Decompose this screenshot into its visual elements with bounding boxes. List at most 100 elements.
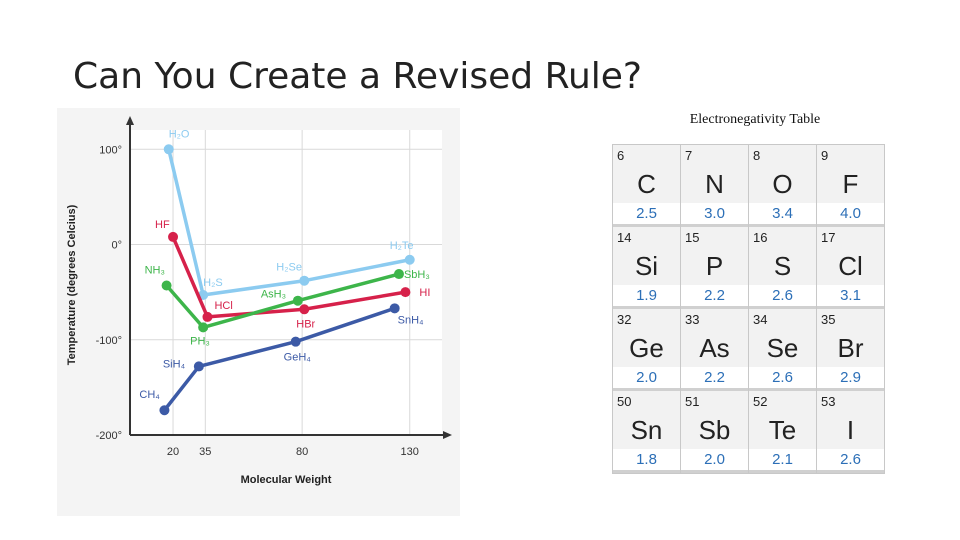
atomic-number: 6 <box>613 145 680 166</box>
electronegativity-table: 6 C 2.5 7 N 3.0 8 O 3.4 9 F 4.0 14 Si 1.9 15 P 2.2 1… <box>612 144 885 474</box>
data-label: SiH₄ <box>163 358 186 370</box>
data-label: AsH₃ <box>261 289 286 301</box>
element-cell: 17 Cl 3.1 <box>816 227 885 309</box>
electronegativity-value: 2.2 <box>681 285 748 309</box>
element-symbol: Te <box>749 412 816 449</box>
element-symbol: F <box>817 166 884 203</box>
chart-svg: 100° 0° -100° -200° 20 35 80 130 Molecular Weigh… <box>66 116 452 486</box>
x-tick-label: 20 <box>167 446 179 458</box>
data-point <box>159 405 170 416</box>
data-label: H₂Se <box>276 262 302 274</box>
element-symbol: As <box>681 330 748 367</box>
element-symbol: C <box>613 166 680 203</box>
element-cell: 16 S 2.6 <box>748 227 817 309</box>
element-symbol: Se <box>749 330 816 367</box>
element-symbol: Br <box>817 330 884 367</box>
table-row-period-2: 6 C 2.5 7 N 3.0 8 O 3.4 9 F 4.0 <box>612 144 885 227</box>
electronegativity-value: 2.5 <box>613 203 680 227</box>
electronegativity-value: 2.6 <box>749 285 816 309</box>
element-cell: 32 Ge 2.0 <box>612 309 681 391</box>
element-symbol: P <box>681 248 748 285</box>
atomic-number: 50 <box>613 391 680 412</box>
data-point <box>299 275 310 286</box>
electronegativity-value: 3.4 <box>749 203 816 227</box>
element-symbol: S <box>749 248 816 285</box>
electronegativity-value: 3.0 <box>681 203 748 227</box>
electronegativity-value: 4.0 <box>817 203 884 227</box>
element-symbol: I <box>817 412 884 449</box>
element-cell: 8 O 3.4 <box>748 144 817 227</box>
data-point <box>198 322 209 333</box>
electronegativity-title: Electronegativity Table <box>689 112 821 127</box>
element-cell: 51 Sb 2.0 <box>680 391 749 474</box>
element-symbol: N <box>681 166 748 203</box>
element-symbol: O <box>749 166 816 203</box>
atomic-number: 51 <box>681 391 748 412</box>
element-cell: 14 Si 1.9 <box>612 227 681 309</box>
slide-title: Can You Create a Revised Rule? <box>73 56 643 97</box>
data-point <box>202 311 213 322</box>
data-label: H₂O <box>169 128 190 140</box>
atomic-number: 17 <box>817 227 884 248</box>
table-row-period-3: 14 Si 1.9 15 P 2.2 16 S 2.6 17 Cl 3.1 <box>612 227 885 309</box>
electronegativity-value: 2.2 <box>681 367 748 391</box>
atomic-number: 16 <box>749 227 816 248</box>
data-label: PH₃ <box>190 335 210 347</box>
element-symbol: Sb <box>681 412 748 449</box>
data-label: SbH₃ <box>404 269 430 281</box>
element-cell: 50 Sn 1.8 <box>612 391 681 474</box>
element-cell: 34 Se 2.6 <box>748 309 817 391</box>
electronegativity-value: 2.6 <box>817 449 884 473</box>
boiling-point-chart: 100° 0° -100° -200° 20 35 80 130 Molecular Weigh… <box>57 108 460 516</box>
element-symbol: Si <box>613 248 680 285</box>
y-tick-label: -200° <box>96 430 122 442</box>
element-symbol: Cl <box>817 248 884 285</box>
data-label: CH₄ <box>139 389 160 401</box>
data-label: NH₃ <box>145 264 165 276</box>
data-point <box>163 144 174 155</box>
element-cell: 35 Br 2.9 <box>816 309 885 391</box>
data-point <box>168 231 179 242</box>
data-point <box>161 280 172 291</box>
element-cell: 15 P 2.2 <box>680 227 749 309</box>
atomic-number: 35 <box>817 309 884 330</box>
electronegativity-value: 2.9 <box>817 367 884 391</box>
series-line <box>165 272 400 330</box>
element-cell: 7 N 3.0 <box>680 144 749 227</box>
y-tick-label: 0° <box>111 240 122 252</box>
data-point <box>400 287 411 298</box>
atomic-number: 9 <box>817 145 884 166</box>
electronegativity-value: 2.6 <box>749 367 816 391</box>
y-axis-arrow <box>126 116 134 125</box>
y-tick-label: -100° <box>96 335 122 347</box>
data-label: GeH₄ <box>284 352 312 364</box>
data-point <box>193 361 204 372</box>
atomic-number: 33 <box>681 309 748 330</box>
electronegativity-value: 1.8 <box>613 449 680 473</box>
element-symbol: Ge <box>613 330 680 367</box>
electronegativity-value: 2.0 <box>681 449 748 473</box>
x-tick-label: 80 <box>296 446 308 458</box>
atomic-number: 15 <box>681 227 748 248</box>
atomic-number: 53 <box>817 391 884 412</box>
data-label: HBr <box>296 318 315 330</box>
x-axis-title: Molecular Weight <box>241 474 332 486</box>
series-line <box>167 148 411 297</box>
y-tick-label: 100° <box>99 144 122 156</box>
data-label: HI <box>419 287 430 299</box>
element-symbol: Sn <box>613 412 680 449</box>
data-label: H₂S <box>203 277 223 289</box>
electronegativity-value: 3.1 <box>817 285 884 309</box>
electronegativity-value: 2.1 <box>749 449 816 473</box>
element-cell: 9 F 4.0 <box>816 144 885 227</box>
element-cell: 6 C 2.5 <box>612 144 681 227</box>
series-line <box>163 306 396 412</box>
element-cell: 53 I 2.6 <box>816 391 885 474</box>
data-point <box>404 254 415 265</box>
data-label: HF <box>155 219 170 231</box>
electronegativity-value: 1.9 <box>613 285 680 309</box>
atomic-number: 8 <box>749 145 816 166</box>
atomic-number: 32 <box>613 309 680 330</box>
atomic-number: 7 <box>681 145 748 166</box>
data-point <box>292 295 303 306</box>
